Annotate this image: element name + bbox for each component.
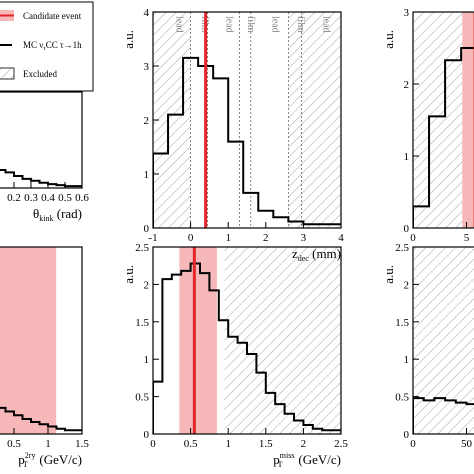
histogram-line xyxy=(153,56,341,228)
legend-mc-label: MC ντCC τ→1h xyxy=(23,40,82,52)
y-tick-label: 2 xyxy=(404,79,410,91)
x-tick-label: 0.5 xyxy=(184,438,198,450)
excluded-region xyxy=(153,12,191,228)
plot-area: leadfilmleadfilmleadfilmlead xyxy=(153,12,341,228)
y-tick-label: 3 xyxy=(404,7,410,19)
region-label: lead xyxy=(320,16,331,33)
histogram-line xyxy=(0,169,82,188)
y-tick-label: 2.5 xyxy=(135,242,149,254)
y-tick-label: 4 xyxy=(144,7,150,19)
y-tick-label: 0 xyxy=(404,223,410,235)
y-tick-label: 1.5 xyxy=(135,317,149,329)
y-tick-label: 2 xyxy=(144,115,150,127)
x-tick-label: 1 xyxy=(225,438,231,450)
x-tick-label: 1 xyxy=(45,438,51,450)
x-tick-label: 0 xyxy=(410,438,416,450)
panel-z_dec: leadfilmleadfilmleadfilmlead-10123401234… xyxy=(121,7,344,263)
y-axis-title: a.u. xyxy=(121,265,136,284)
region-label: lead xyxy=(174,16,185,33)
x-axis-title: p2ry T (GeV/c) xyxy=(18,451,82,469)
x-tick-label: 0.5 xyxy=(58,192,72,204)
plot-area xyxy=(153,247,341,434)
y-tick-label: 0.5 xyxy=(135,392,149,404)
x-tick-label: 0 xyxy=(188,232,194,244)
histogram-line xyxy=(0,406,82,432)
plot-frame xyxy=(0,246,83,435)
panel-top_right: 0 5 0 1 2 3 a.u. xyxy=(381,7,474,244)
y-tick-label: 0 xyxy=(404,429,410,441)
panel-pt_miss: 0 0.5 1 1.5 2 2.5 0 0.5 1 1.5 2 2.5 a.u. pmiss T (GeV/… xyxy=(121,242,348,469)
x-tick-label: 1.5 xyxy=(259,438,273,450)
x-tick-label: 0.2 xyxy=(7,192,21,204)
region-label: film xyxy=(245,16,256,33)
y-tick-label: 2.5 xyxy=(395,242,409,254)
y-tick-label: 1.5 xyxy=(395,317,409,329)
x-tick-label: 0.4 xyxy=(41,192,55,204)
y-tick-label: 0 xyxy=(144,223,150,235)
x-tick-label: 2.5 xyxy=(334,438,348,450)
legend: Candidate event MC ντCC τ→1h Excluded xyxy=(0,1,94,92)
y-tick-label: 2 xyxy=(144,279,150,291)
x-tick-label: -1 xyxy=(148,232,157,244)
x-axis-title: pmiss T (GeV/c) xyxy=(273,451,341,469)
plot-area xyxy=(0,169,82,188)
histogram-line xyxy=(153,262,341,434)
y-axis-title: a.u. xyxy=(121,30,136,49)
y-tick-label: 1 xyxy=(144,354,150,366)
x-tick-label: 2 xyxy=(301,438,307,450)
panel-bottom_right: 0 50 0 0.5 1 1.5 2 2.5 a.u. xyxy=(381,242,474,450)
plot-area xyxy=(413,247,474,434)
y-axis-title: a.u. xyxy=(381,265,396,284)
excluded-region xyxy=(224,247,341,434)
region-label: lead xyxy=(224,16,235,33)
x-tick-label: 0 xyxy=(150,438,156,450)
x-tick-label: 4 xyxy=(338,232,344,244)
legend-excluded-label: Excluded xyxy=(23,69,57,79)
plot-area xyxy=(413,12,474,228)
y-tick-label: 2 xyxy=(404,279,410,291)
plot-frame xyxy=(152,246,342,435)
x-tick-label: 5 xyxy=(464,232,470,244)
y-tick-label: 0 xyxy=(144,429,150,441)
y-tick-label: 1 xyxy=(404,151,410,163)
x-tick-label: 0.6 xyxy=(75,192,89,204)
excluded-region xyxy=(288,12,341,228)
y-tick-label: 0.5 xyxy=(395,392,409,404)
x-tick-label: 2 xyxy=(263,232,269,244)
y-tick-label: 1 xyxy=(144,169,150,181)
x-tick-label: 3 xyxy=(301,232,307,244)
y-tick-label: 1 xyxy=(404,354,410,366)
legend-box xyxy=(0,1,94,92)
region-label: lead xyxy=(270,16,281,33)
x-tick-label: 0.3 xyxy=(24,192,38,204)
x-axis-title: θkink (rad) xyxy=(33,206,82,223)
x-tick-label: 1.5 xyxy=(75,438,89,450)
histogram-line xyxy=(413,397,474,434)
region-label: film xyxy=(295,16,306,33)
candidate-band xyxy=(0,247,57,434)
panel-theta_kink: 0.2 0.3 0.4 0.5 0.6 θkink (rad) xyxy=(0,91,89,223)
excluded-region xyxy=(413,247,474,434)
x-tick-label: 0 xyxy=(410,232,416,244)
y-axis-title: a.u. xyxy=(381,30,396,49)
legend-excluded-swatch xyxy=(0,67,15,80)
plot-area xyxy=(0,247,82,434)
x-tick-label: 50 xyxy=(461,438,473,450)
x-tick-label: 1 xyxy=(225,232,231,244)
excluded-region xyxy=(413,12,463,228)
y-tick-label: 3 xyxy=(144,61,150,73)
x-tick-label: 0.5 xyxy=(7,438,21,450)
candidate-band xyxy=(462,12,474,228)
histogram-line xyxy=(413,47,474,228)
plot-frame xyxy=(0,91,83,189)
candidate-band xyxy=(179,247,217,434)
legend-candidate-label: Candidate event xyxy=(23,11,82,21)
